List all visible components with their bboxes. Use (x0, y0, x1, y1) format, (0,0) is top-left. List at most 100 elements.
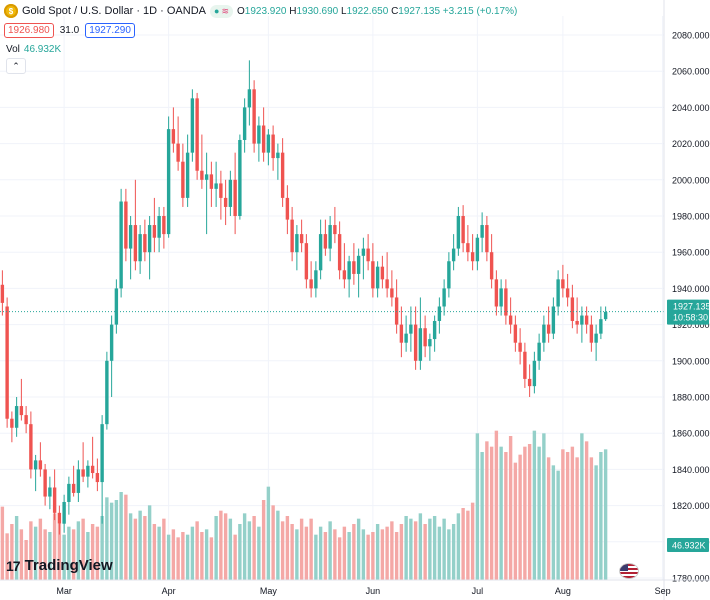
candle-body (157, 216, 161, 238)
symbol-title[interactable]: Gold Spot / U.S. Dollar · 1D · OANDA (22, 5, 206, 17)
volume-bar (523, 446, 527, 580)
collapse-legend-button[interactable]: ⌃ (6, 58, 26, 74)
price-tick-label: 1960.000 (672, 248, 710, 258)
volume-bar (333, 529, 337, 580)
volume-bar (428, 518, 432, 580)
candle-body (371, 261, 375, 289)
candle-body (366, 248, 370, 262)
volume-bar (603, 449, 608, 580)
candle-body (86, 465, 90, 477)
price-axis[interactable]: 1780.0001800.0001820.0001840.0001860.000… (663, 0, 710, 600)
candle-body (261, 125, 266, 153)
candle-body (223, 197, 228, 207)
volume-bar (86, 532, 90, 580)
buy-button[interactable]: 1927.290 (85, 23, 135, 38)
candle-body (542, 324, 546, 343)
volume-bar (214, 516, 218, 580)
candle-body (38, 460, 43, 470)
candle-body (204, 174, 209, 180)
price-tick-label: 1780.000 (672, 574, 710, 584)
volume-bar (456, 513, 461, 580)
volume-bar (43, 529, 47, 580)
volume-bar (95, 526, 100, 580)
tradingview-logo[interactable]: 17 TradingView (6, 557, 113, 574)
volume-bar (228, 518, 233, 580)
candle-body (176, 143, 180, 162)
volume-bar (337, 537, 342, 580)
volume-bar (233, 534, 237, 580)
candle-body (62, 501, 66, 524)
volume-bar (556, 470, 560, 580)
bid-ask-row: 1926.980 31.0 1927.290 (4, 23, 135, 38)
candle-body (233, 179, 237, 216)
volume-bar (508, 436, 513, 580)
volume-bar (352, 524, 356, 580)
status-pill[interactable]: ● ≋ (210, 4, 233, 18)
candle-body (5, 306, 9, 419)
candle-body (337, 234, 342, 271)
volume-bar (152, 524, 157, 580)
candle-body (603, 311, 608, 320)
volume-bar (380, 529, 385, 580)
price-tick-label: 1940.000 (672, 284, 710, 294)
candle-body (418, 328, 423, 361)
time-axis[interactable]: MarAprMayJunJulAugSepOc (0, 579, 710, 596)
volume-bar (466, 510, 470, 580)
candle-body (390, 288, 394, 298)
candle-body (394, 297, 399, 325)
volume-bar (119, 492, 123, 580)
volume-bar (390, 521, 394, 580)
volume-bar (361, 529, 366, 580)
volume-bar (589, 457, 594, 580)
candle-body (67, 483, 71, 502)
candle-body (257, 125, 261, 144)
volume-bar (185, 534, 190, 580)
volume-bar (162, 518, 166, 580)
time-tick-label: Apr (162, 586, 176, 596)
ohlc-values: O1923.920 H1930.690 L1922.650 C1927.135 … (237, 6, 517, 17)
candle-body (29, 424, 33, 470)
volume-bar (394, 532, 399, 580)
high-label: H (289, 5, 297, 17)
symbol-legend: $ Gold Spot / U.S. Dollar · 1D · OANDA ●… (4, 4, 517, 18)
candle-body (285, 197, 290, 220)
volume-bar (114, 500, 119, 580)
price-tick-label: 1880.000 (672, 393, 710, 403)
candle-body (209, 174, 214, 189)
volume-bar (475, 433, 480, 580)
volume-bar (76, 521, 81, 580)
volume-bar (252, 516, 256, 580)
candle-body (71, 483, 76, 493)
candle-body (138, 234, 142, 262)
volume-bar (584, 441, 589, 580)
volume-bar (494, 430, 499, 580)
sell-button[interactable]: 1926.980 (4, 23, 54, 38)
last-price-label: 1927.135 (673, 302, 710, 312)
candle-body (584, 315, 589, 325)
volume-bar (594, 465, 598, 580)
volume-bar (266, 486, 271, 580)
candle-body (171, 129, 176, 144)
volume-bar (527, 444, 532, 580)
high-value: 1930.690 (296, 5, 339, 17)
candle-body (404, 333, 408, 343)
volume-bar (561, 449, 565, 580)
volume-bar (342, 526, 347, 580)
candle-body (494, 279, 499, 307)
volume-bar (375, 524, 380, 580)
candle-body (152, 225, 157, 238)
volume-bar (532, 430, 537, 580)
volume-bar (542, 433, 546, 580)
candle-body (518, 342, 522, 352)
open-value: 1923.920 (244, 5, 287, 17)
volume-bar (271, 505, 275, 580)
candle-body (242, 107, 247, 140)
candle-body (100, 424, 104, 483)
candle-body (147, 225, 152, 253)
spread-value: 31.0 (59, 25, 80, 36)
candle-body (537, 342, 541, 361)
candle-body (532, 360, 537, 387)
volume-bar (447, 529, 451, 580)
candle-body (442, 288, 446, 307)
